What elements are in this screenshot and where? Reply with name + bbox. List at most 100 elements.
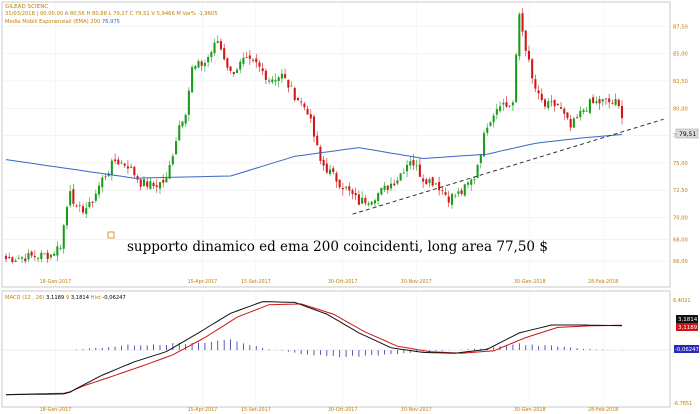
price-y-tick: 85,00 bbox=[673, 52, 688, 58]
candle-body bbox=[203, 63, 206, 66]
candle-body bbox=[280, 73, 283, 79]
macd-y-axis: 6,4021 -6,7651 bbox=[673, 298, 692, 407]
macd-grid bbox=[2, 292, 670, 406]
candle-body bbox=[367, 203, 370, 205]
macd-badge-macd-box bbox=[676, 323, 698, 331]
price-x-tick: 15-Apr-2017 bbox=[188, 279, 218, 285]
macd-x-axis: 18-Gen-2017 15-Apr-2017 15-Set-2017 30-Ott-… bbox=[40, 407, 619, 413]
candle-body bbox=[335, 173, 338, 182]
candle-body bbox=[175, 141, 178, 155]
candle-body bbox=[345, 187, 348, 189]
candle-body bbox=[588, 99, 591, 113]
candle-body bbox=[27, 253, 30, 260]
candle-body bbox=[248, 55, 251, 59]
price-y-tick: 68,00 bbox=[673, 237, 688, 243]
candle-body bbox=[223, 48, 226, 60]
candle-body bbox=[492, 115, 495, 123]
candle-body bbox=[200, 61, 203, 66]
candle-body bbox=[207, 56, 210, 63]
macd-x-tick: 18-Gen-2017 bbox=[40, 407, 72, 413]
candle-body bbox=[460, 190, 463, 194]
candle-body bbox=[348, 186, 351, 191]
candle-body bbox=[165, 177, 168, 183]
candle-body bbox=[139, 179, 142, 187]
price-y-tick: 70,00 bbox=[673, 215, 688, 221]
candle-body bbox=[515, 54, 518, 103]
candle-body bbox=[4, 255, 8, 260]
candle-body bbox=[572, 118, 575, 128]
candle-body bbox=[579, 110, 582, 118]
candle-body bbox=[158, 182, 162, 189]
candle-body bbox=[547, 101, 550, 108]
candle-body bbox=[62, 225, 65, 249]
candle-body bbox=[98, 185, 101, 195]
candle-body bbox=[585, 110, 588, 112]
macd-panel bbox=[1, 290, 671, 408]
candle-body bbox=[303, 103, 306, 108]
price-grid bbox=[2, 3, 670, 286]
candle-body bbox=[473, 179, 476, 181]
candle-body bbox=[556, 104, 559, 106]
candle-body bbox=[543, 99, 547, 107]
macd-header: MACD (12 , 26) 3,1189 9 3,1814 Hist -0,0… bbox=[5, 295, 126, 301]
candle-body bbox=[187, 90, 190, 115]
candle-body bbox=[104, 176, 107, 178]
candle-body bbox=[252, 59, 255, 61]
candle-body bbox=[341, 188, 344, 190]
candle-body bbox=[155, 185, 158, 188]
candle-body bbox=[300, 101, 303, 103]
price-y-tick: 82,50 bbox=[673, 79, 688, 85]
candle-body bbox=[409, 161, 412, 166]
candle-body bbox=[441, 190, 444, 192]
price-y-tick: 87,50 bbox=[673, 24, 688, 30]
candle-body bbox=[94, 193, 97, 201]
macd-histogram bbox=[5, 339, 623, 358]
candle-body bbox=[364, 197, 367, 204]
macd-x-tick: 28-Feb-2018 bbox=[588, 407, 618, 413]
candle-body bbox=[611, 102, 614, 104]
candle-body bbox=[483, 133, 486, 157]
candle-body bbox=[422, 178, 425, 182]
candle-body bbox=[614, 99, 617, 105]
candle-body bbox=[91, 201, 94, 203]
header-ohlc: 31/03/2018 | 00.00.00 A 80,56 H 80,88 L … bbox=[5, 11, 218, 17]
candle-body bbox=[499, 106, 502, 111]
header-symbol: GILEAD SCIENC bbox=[5, 4, 48, 10]
macd-y-tick: 6,4021 bbox=[673, 298, 691, 304]
candle-body bbox=[88, 202, 91, 207]
candle-body bbox=[450, 193, 453, 205]
candle-body bbox=[33, 255, 36, 258]
candle-body bbox=[191, 67, 194, 93]
candle-body bbox=[598, 99, 601, 104]
candle-body bbox=[447, 196, 450, 203]
candle-body bbox=[277, 77, 280, 82]
candle-body bbox=[527, 50, 530, 60]
candle-body bbox=[377, 193, 380, 202]
candle-body bbox=[402, 172, 405, 174]
candle-body bbox=[40, 252, 43, 260]
candle-body bbox=[43, 253, 46, 255]
candle-body bbox=[553, 99, 556, 107]
candle-body bbox=[486, 127, 489, 133]
candle-body bbox=[239, 61, 242, 70]
candle-body bbox=[213, 42, 216, 54]
candle-body bbox=[608, 98, 611, 103]
candle-body bbox=[357, 194, 360, 205]
candle-body bbox=[406, 164, 409, 172]
candle-body bbox=[601, 99, 604, 102]
candle-body bbox=[69, 191, 72, 206]
candle-body bbox=[531, 59, 534, 79]
candle-body bbox=[489, 122, 492, 126]
candle-body bbox=[65, 207, 68, 226]
candle-body bbox=[457, 191, 460, 194]
candle-body bbox=[181, 121, 184, 127]
candle-body bbox=[518, 14, 521, 57]
price-x-tick: 30-Nov-2017 bbox=[401, 279, 432, 285]
price-x-tick: 30-Ott-2017 bbox=[328, 279, 357, 285]
price-y-tick: 75,00 bbox=[673, 161, 688, 167]
macd-x-tick: 30-Nov-2017 bbox=[401, 407, 432, 413]
price-x-tick: 30-Gen-2018 bbox=[514, 279, 546, 285]
support-trendline bbox=[352, 118, 664, 215]
annotation-text: supporto dinamico ed ema 200 coincidenti… bbox=[127, 239, 548, 255]
